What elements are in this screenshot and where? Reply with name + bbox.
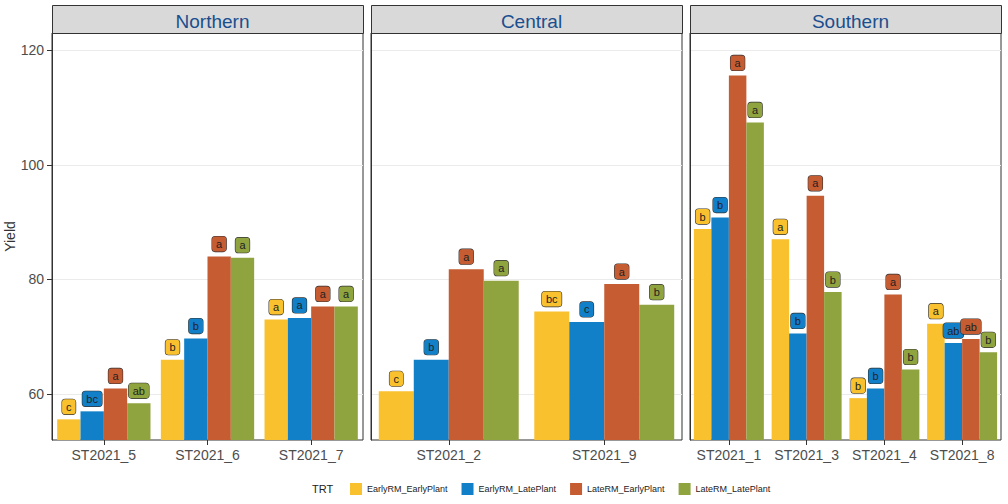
svg-text:Northern: Northern xyxy=(176,11,250,32)
svg-text:a: a xyxy=(343,288,350,300)
svg-text:a: a xyxy=(933,305,940,317)
svg-text:TRT: TRT xyxy=(312,483,333,495)
svg-text:c: c xyxy=(584,303,590,315)
svg-text:b: b xyxy=(700,211,706,223)
svg-text:c: c xyxy=(394,373,400,385)
svg-text:60: 60 xyxy=(28,386,44,402)
svg-text:a: a xyxy=(777,221,784,233)
svg-text:ST2021_2: ST2021_2 xyxy=(416,447,481,463)
svg-text:b: b xyxy=(654,286,660,298)
svg-text:LateRM_LatePlant: LateRM_LatePlant xyxy=(696,484,771,494)
svg-text:Southern: Southern xyxy=(812,11,889,32)
svg-text:b: b xyxy=(908,351,914,363)
svg-text:120: 120 xyxy=(21,42,45,58)
svg-text:a: a xyxy=(216,238,223,250)
svg-text:b: b xyxy=(193,320,199,332)
svg-text:a: a xyxy=(239,239,246,251)
svg-text:bc: bc xyxy=(86,393,98,405)
svg-text:ST2021_3: ST2021_3 xyxy=(774,447,839,463)
svg-text:ab: ab xyxy=(133,385,145,397)
svg-text:LateRM_EarlyPlant: LateRM_EarlyPlant xyxy=(587,484,665,494)
svg-text:a: a xyxy=(735,57,742,69)
svg-text:ab: ab xyxy=(965,321,977,333)
svg-text:80: 80 xyxy=(28,271,44,287)
svg-text:b: b xyxy=(717,199,723,211)
svg-text:b: b xyxy=(169,341,175,353)
svg-text:ST2021_4: ST2021_4 xyxy=(852,447,917,463)
svg-text:a: a xyxy=(112,370,119,382)
svg-text:bc: bc xyxy=(546,293,558,305)
svg-text:ST2021_5: ST2021_5 xyxy=(72,447,137,463)
svg-text:ST2021_1: ST2021_1 xyxy=(697,447,762,463)
svg-text:EarlyRM_EarlyPlant: EarlyRM_EarlyPlant xyxy=(367,484,448,494)
svg-text:ST2021_8: ST2021_8 xyxy=(930,447,995,463)
svg-text:ST2021_6: ST2021_6 xyxy=(175,447,240,463)
svg-text:b: b xyxy=(428,341,434,353)
svg-text:a: a xyxy=(463,251,470,263)
svg-text:ST2021_7: ST2021_7 xyxy=(279,447,344,463)
svg-text:ab: ab xyxy=(947,325,959,337)
svg-text:100: 100 xyxy=(21,157,45,173)
svg-text:a: a xyxy=(812,177,819,189)
svg-text:b: b xyxy=(830,274,836,286)
svg-text:b: b xyxy=(873,370,879,382)
svg-text:b: b xyxy=(985,334,991,346)
svg-text:c: c xyxy=(66,401,72,413)
svg-text:EarlyRM_LatePlant: EarlyRM_LatePlant xyxy=(479,484,557,494)
svg-text:Yield: Yield xyxy=(2,221,18,252)
svg-text:ST2021_9: ST2021_9 xyxy=(572,447,637,463)
svg-text:b: b xyxy=(795,315,801,327)
svg-text:b: b xyxy=(855,380,861,392)
svg-text:a: a xyxy=(320,288,327,300)
svg-text:a: a xyxy=(273,301,280,313)
svg-text:a: a xyxy=(498,262,505,274)
svg-text:a: a xyxy=(619,266,626,278)
svg-text:Central: Central xyxy=(501,11,562,32)
svg-text:a: a xyxy=(296,299,303,311)
svg-text:a: a xyxy=(890,276,897,288)
svg-text:a: a xyxy=(752,104,759,116)
